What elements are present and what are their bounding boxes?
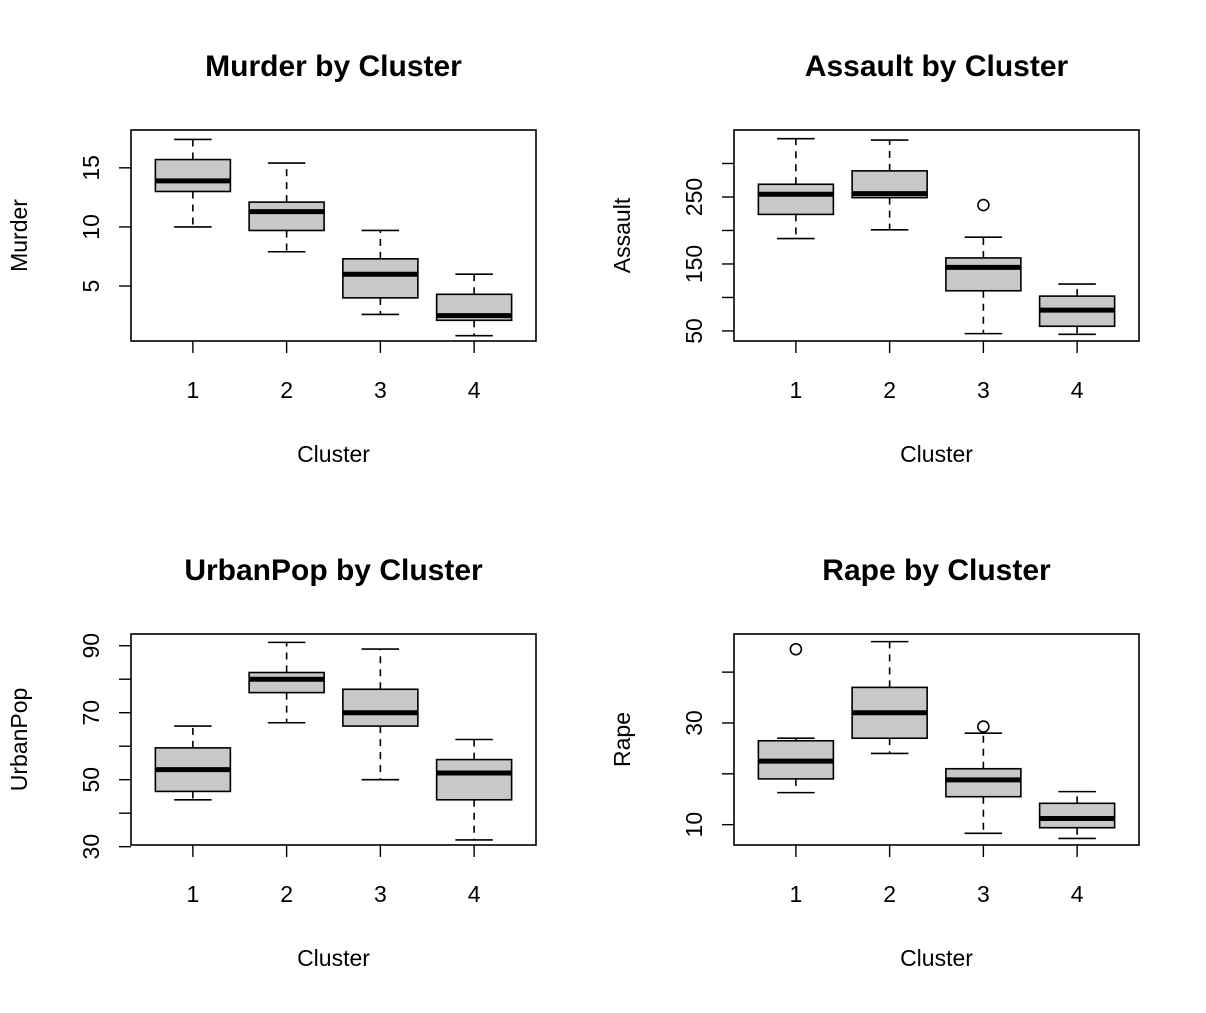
y-tick-label: 10 bbox=[78, 214, 104, 240]
box-cluster-4 bbox=[1038, 283, 1116, 336]
iqr-box bbox=[945, 767, 1022, 798]
y-axis-label: UrbanPop bbox=[6, 688, 32, 792]
x-axis-label: Cluster bbox=[900, 441, 973, 467]
iqr-box bbox=[342, 258, 419, 299]
y-tick-label: 15 bbox=[78, 155, 104, 181]
iqr-box bbox=[342, 688, 419, 727]
box-cluster-4 bbox=[1038, 790, 1116, 840]
chart-title: Assault by Cluster bbox=[805, 50, 1069, 83]
x-tick-label: 1 bbox=[789, 881, 802, 907]
panel-1: Murder by Cluster 5 10 15 Murder 1 2 3 4 Cluster bbox=[6, 50, 537, 467]
x-tick-label: 1 bbox=[186, 377, 199, 403]
y-tick-label: 30 bbox=[681, 710, 707, 736]
y-tick-label: 90 bbox=[78, 633, 104, 659]
x-tick-label: 2 bbox=[883, 881, 896, 907]
x-axis-label: Cluster bbox=[900, 945, 973, 971]
plot-frame bbox=[130, 129, 537, 342]
panel-2: Assault by Cluster 50 150 250 Assault 1 2 3 4 Clu… bbox=[609, 50, 1140, 467]
chart-title: Rape by Cluster bbox=[822, 554, 1051, 587]
box-cluster-3 bbox=[342, 229, 419, 316]
y-axis-label: Assault bbox=[609, 197, 635, 273]
iqr-box bbox=[248, 671, 325, 694]
x-tick-label: 4 bbox=[468, 377, 481, 403]
x-tick-label: 3 bbox=[374, 377, 387, 403]
box-cluster-3 bbox=[945, 720, 1022, 835]
box-cluster-1 bbox=[154, 725, 232, 801]
x-tick-label: 3 bbox=[374, 881, 387, 907]
box-cluster-2 bbox=[248, 162, 325, 253]
box-cluster-3 bbox=[342, 648, 419, 781]
box-cluster-2 bbox=[851, 640, 928, 755]
x-tick-label: 4 bbox=[468, 881, 481, 907]
y-axis-label: Murder bbox=[6, 199, 32, 272]
iqr-box bbox=[248, 201, 325, 232]
iqr-box bbox=[435, 758, 513, 801]
x-tick-label: 2 bbox=[280, 881, 293, 907]
plot-frame bbox=[733, 633, 1140, 846]
x-tick-label: 4 bbox=[1071, 377, 1084, 403]
box-cluster-1 bbox=[757, 642, 835, 794]
y-tick-label: 50 bbox=[681, 318, 707, 344]
box-cluster-3 bbox=[945, 198, 1022, 335]
y-tick-label: 150 bbox=[681, 245, 707, 283]
iqr-box bbox=[757, 183, 835, 216]
y-tick-label: 10 bbox=[681, 812, 707, 838]
panel-3: UrbanPop by Cluster 30 50 70 90 UrbanPop 1 2 3 4 C… bbox=[6, 554, 537, 971]
box-cluster-1 bbox=[154, 138, 232, 228]
y-tick-label: 50 bbox=[78, 767, 104, 793]
iqr-box bbox=[154, 158, 232, 193]
iqr-box bbox=[1038, 802, 1116, 829]
y-tick-label: 5 bbox=[78, 280, 104, 293]
iqr-box bbox=[945, 257, 1022, 292]
y-axis-label: Rape bbox=[609, 712, 635, 767]
x-tick-label: 2 bbox=[280, 377, 293, 403]
panel-4: Rape by Cluster 10 30 Rape 1 2 3 4 Cluster bbox=[609, 554, 1140, 971]
plot-frame bbox=[733, 129, 1140, 342]
chart-title: UrbanPop by Cluster bbox=[184, 554, 483, 587]
y-tick-label: 250 bbox=[681, 178, 707, 216]
box-cluster-1 bbox=[757, 137, 835, 240]
x-tick-label: 1 bbox=[789, 377, 802, 403]
x-tick-label: 1 bbox=[186, 881, 199, 907]
box-cluster-2 bbox=[851, 139, 928, 231]
x-tick-label: 3 bbox=[977, 377, 990, 403]
chart-title: Murder by Cluster bbox=[205, 50, 462, 83]
outlier-point bbox=[789, 642, 803, 656]
box-cluster-2 bbox=[248, 641, 325, 724]
x-tick-label: 3 bbox=[977, 881, 990, 907]
plot-frame bbox=[130, 633, 537, 846]
y-tick-label: 30 bbox=[78, 834, 104, 860]
x-axis-label: Cluster bbox=[297, 945, 370, 971]
outlier-point bbox=[977, 720, 990, 733]
box-cluster-4 bbox=[435, 738, 513, 841]
y-tick-label: 70 bbox=[78, 700, 104, 726]
x-tick-label: 4 bbox=[1071, 881, 1084, 907]
outlier-point bbox=[977, 198, 990, 212]
x-tick-label: 2 bbox=[883, 377, 896, 403]
box-cluster-4 bbox=[435, 273, 513, 337]
x-axis-label: Cluster bbox=[297, 441, 370, 467]
